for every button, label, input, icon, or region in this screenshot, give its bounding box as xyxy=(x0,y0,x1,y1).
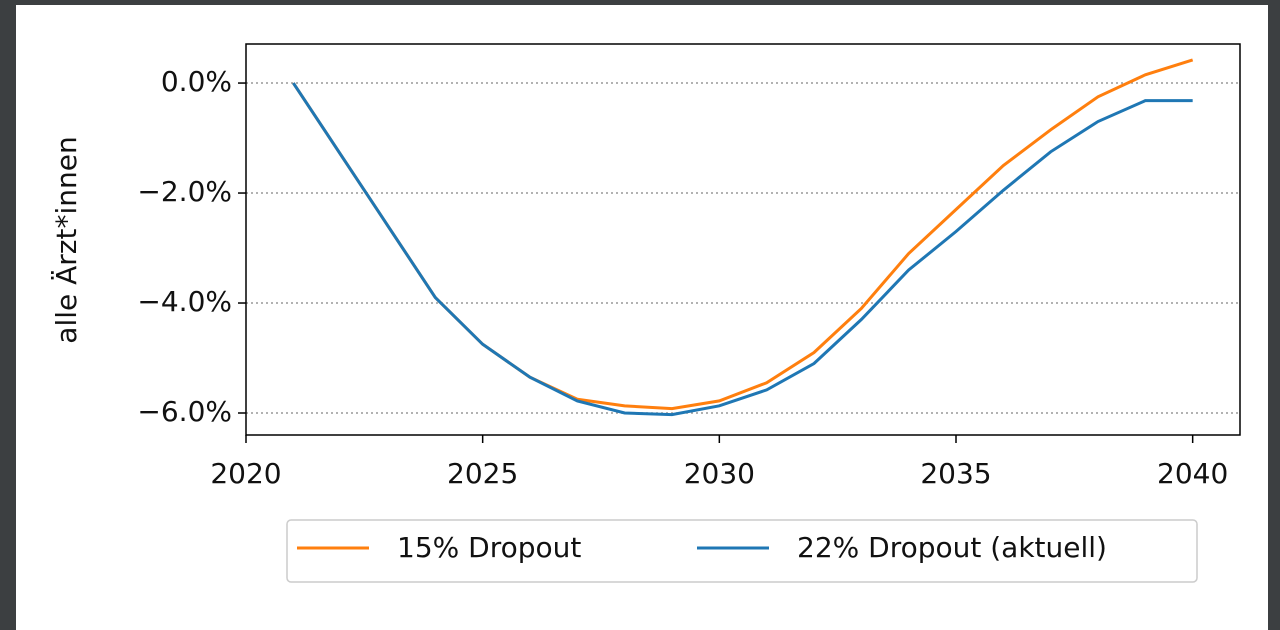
x-tick-label: 2035 xyxy=(920,457,991,490)
x-tick-label: 2030 xyxy=(684,457,755,490)
x-tick-label: 2020 xyxy=(210,457,281,490)
legend-frame xyxy=(286,519,1198,583)
plot-frame xyxy=(245,43,1241,436)
y-tick-label: −6.0% xyxy=(137,395,232,428)
line xyxy=(292,82,1193,417)
x-tick-label: 2025 xyxy=(447,457,518,490)
y-tick-label: −2.0% xyxy=(137,175,232,208)
x-tick-label: 2040 xyxy=(1157,457,1228,490)
legend-label: 22% Dropout (aktuell) xyxy=(797,531,1107,564)
y-tick-label: −4.0% xyxy=(137,285,232,318)
y-tick-label: 0.0% xyxy=(161,65,232,98)
legend-label: 15% Dropout xyxy=(397,531,581,564)
y-axis-label: alle Ärzt*innen xyxy=(50,136,83,343)
